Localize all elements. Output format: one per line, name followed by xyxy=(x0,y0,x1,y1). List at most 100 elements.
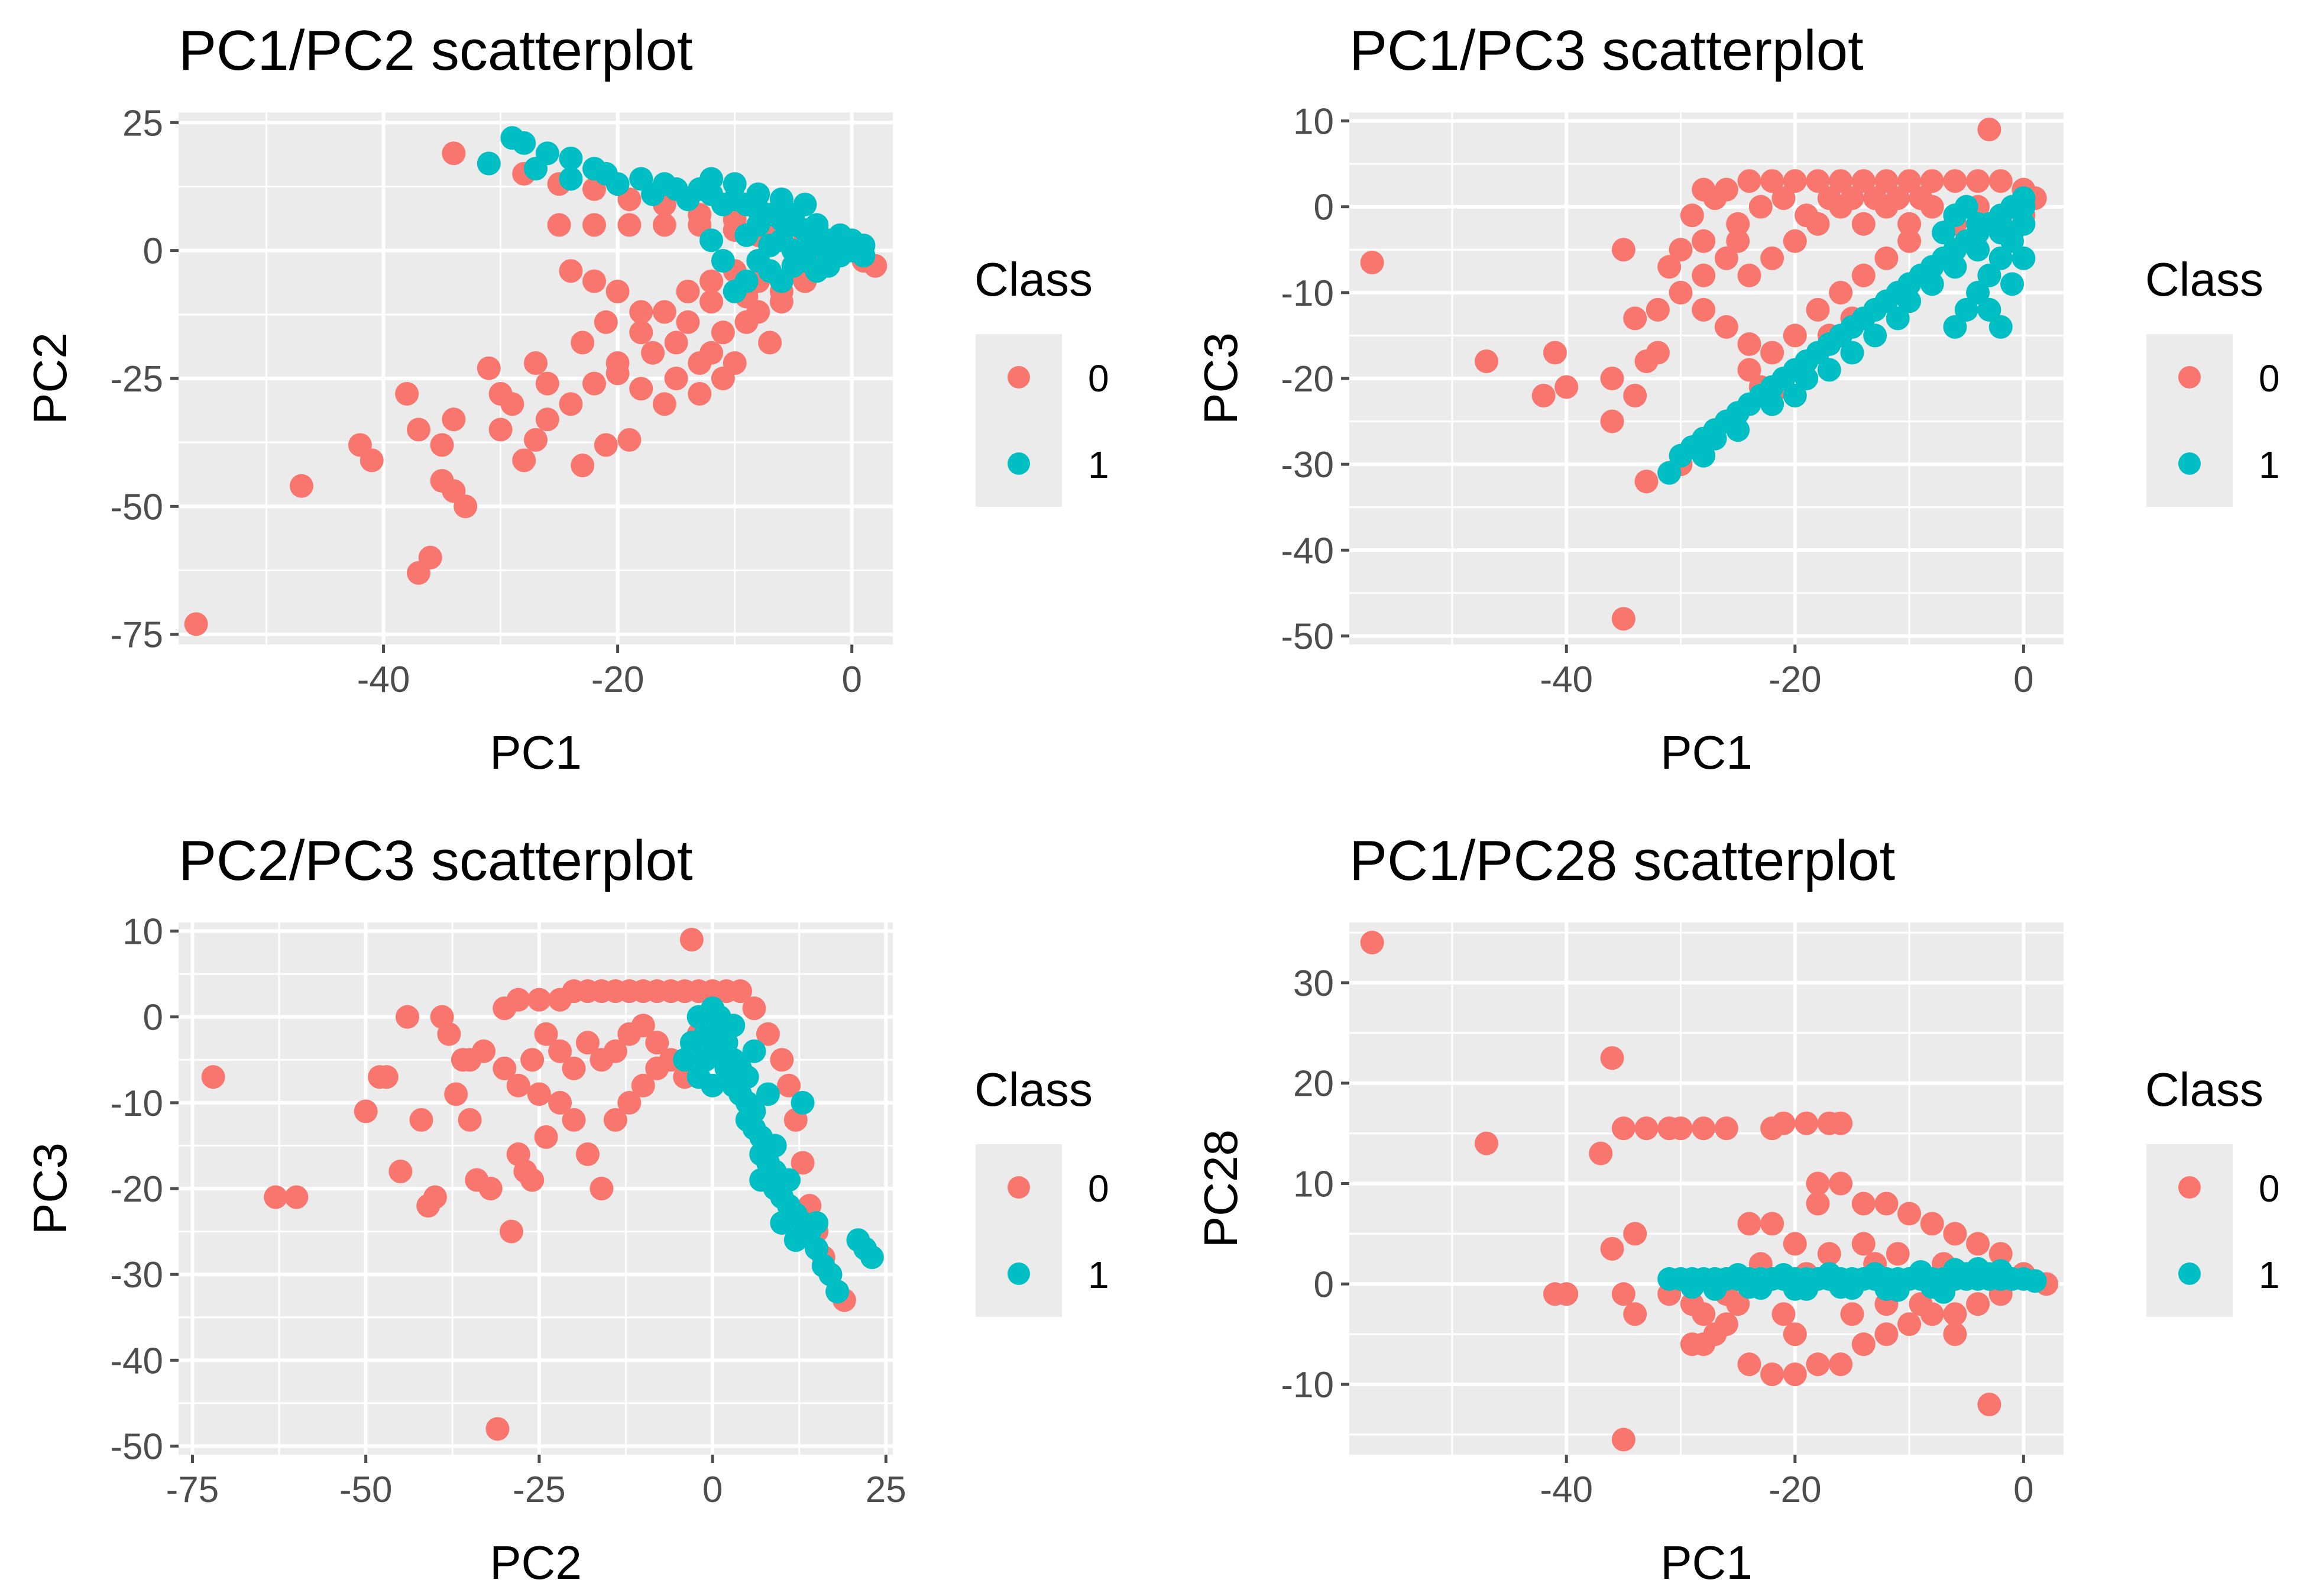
data-point-class-0 xyxy=(603,1108,627,1132)
data-point-class-1 xyxy=(1897,289,1922,313)
data-point-class-0 xyxy=(562,1056,586,1080)
legend: Class 0 1 xyxy=(974,1063,1109,1317)
data-point-class-0 xyxy=(1611,238,1635,262)
data-point-class-0 xyxy=(520,1168,545,1192)
data-point-class-1 xyxy=(1988,315,2013,339)
y-axis-ticks: -50 -40 -30 -20 -10 0 10 xyxy=(110,912,179,1467)
data-point-class-0 xyxy=(1897,229,1922,253)
data-point-class-0 xyxy=(1680,203,1704,228)
data-point-class-0 xyxy=(594,433,618,457)
data-point-class-1 xyxy=(1817,358,1841,382)
data-point-class-1 xyxy=(1932,221,1956,245)
x-axis-label: PC1 xyxy=(1660,1536,1753,1589)
legend: Class 0 1 xyxy=(2145,253,2280,507)
legend-key-1 xyxy=(1008,1262,1030,1285)
data-point-class-0 xyxy=(354,1099,378,1124)
data-point-class-0 xyxy=(652,300,676,324)
data-point-class-1 xyxy=(1932,1280,1956,1304)
data-point-class-1 xyxy=(1680,1275,1704,1299)
y-axis-ticks: -75 -50 -25 0 25 xyxy=(110,103,179,656)
x-tick-label: 25 xyxy=(866,1469,906,1510)
data-point-class-0 xyxy=(1886,1242,1910,1266)
data-point-class-1 xyxy=(1771,1263,1796,1287)
data-point-class-0 xyxy=(1669,280,1693,305)
data-point-class-1 xyxy=(711,248,735,273)
data-points xyxy=(1360,930,2059,1452)
y-axis-label: PC28 xyxy=(1194,1129,1247,1248)
data-point-class-0 xyxy=(534,1022,558,1046)
data-point-class-0 xyxy=(1554,375,1579,399)
data-point-class-0 xyxy=(1669,238,1693,262)
data-point-class-0 xyxy=(1851,1332,1876,1357)
legend-label-1: 1 xyxy=(1088,443,1109,486)
legend-title: Class xyxy=(2145,253,2263,306)
data-point-class-0 xyxy=(605,279,630,303)
x-tick-label: -50 xyxy=(339,1469,393,1510)
data-point-class-0 xyxy=(1623,1222,1647,1246)
data-point-class-1 xyxy=(763,1134,787,1158)
data-point-class-1 xyxy=(1795,1277,1819,1301)
x-tick-label: -40 xyxy=(1540,1469,1593,1510)
y-tick-label: 20 xyxy=(1293,1064,1334,1105)
data-point-class-0 xyxy=(1783,323,1807,348)
data-point-class-0 xyxy=(1806,169,1830,193)
data-point-class-1 xyxy=(1840,341,1864,365)
data-point-class-0 xyxy=(742,996,766,1021)
data-point-class-0 xyxy=(1966,169,1990,193)
data-point-class-1 xyxy=(605,172,630,196)
data-point-class-0 xyxy=(1726,1292,1750,1316)
data-point-class-1 xyxy=(723,279,747,303)
data-point-class-0 xyxy=(1771,186,1796,211)
data-point-class-1 xyxy=(1909,1260,1933,1284)
data-point-class-0 xyxy=(1714,246,1738,270)
data-point-class-1 xyxy=(721,1073,746,1098)
data-point-class-0 xyxy=(676,310,700,334)
data-point-class-0 xyxy=(1977,118,2001,142)
data-point-class-1 xyxy=(1954,297,1978,322)
data-point-class-0 xyxy=(1943,1302,1967,1326)
data-point-class-0 xyxy=(1897,212,1922,236)
data-point-class-0 xyxy=(1600,1046,1624,1070)
data-point-class-0 xyxy=(477,356,501,380)
data-point-class-0 xyxy=(582,269,607,293)
data-point-class-0 xyxy=(664,331,688,355)
data-point-class-0 xyxy=(594,310,618,334)
data-point-class-0 xyxy=(1531,384,1556,408)
data-point-class-1 xyxy=(1988,1259,2013,1283)
x-axis-ticks: -75 -50 -25 0 25 xyxy=(166,1455,906,1510)
data-point-class-0 xyxy=(1760,169,1784,193)
data-point-class-1 xyxy=(1748,1276,1773,1300)
data-point-class-1 xyxy=(1954,195,1978,219)
data-point-class-0 xyxy=(437,1022,461,1046)
data-point-class-0 xyxy=(1737,169,1761,193)
data-point-class-0 xyxy=(679,928,704,952)
y-tick-label: -30 xyxy=(1281,445,1334,485)
legend-label-0: 0 xyxy=(2259,357,2280,400)
data-point-class-1 xyxy=(860,1245,884,1270)
data-point-class-0 xyxy=(1474,349,1498,373)
data-point-class-0 xyxy=(629,377,653,401)
legend-label-0: 0 xyxy=(2259,1167,2280,1210)
data-point-class-0 xyxy=(1886,186,1910,211)
x-tick-label: 0 xyxy=(841,659,861,700)
data-point-class-0 xyxy=(1795,203,1819,228)
y-tick-label: 0 xyxy=(1314,1264,1334,1305)
chart-panel-pc1-pc3: PC1/PC3 scatterplot -40 -20 0 -50 -40 -30 -20… xyxy=(1194,19,2280,779)
legend-key-0 xyxy=(1008,366,1030,389)
data-point-class-1 xyxy=(742,1039,766,1063)
data-point-class-0 xyxy=(442,479,466,503)
data-point-class-1 xyxy=(793,192,817,216)
data-point-class-1 xyxy=(699,167,724,191)
data-point-class-1 xyxy=(756,1082,780,1106)
data-point-class-1 xyxy=(701,1073,725,1098)
data-point-class-1 xyxy=(1703,1277,1727,1301)
data-point-class-0 xyxy=(1897,1312,1922,1336)
data-point-class-0 xyxy=(770,1048,794,1072)
data-point-class-0 xyxy=(1874,246,1899,270)
data-point-class-1 xyxy=(746,182,770,206)
legend-label-0: 0 xyxy=(1088,357,1109,400)
data-point-class-1 xyxy=(1863,1262,1887,1286)
y-tick-label: 25 xyxy=(122,103,163,144)
x-axis-ticks: -40 -20 0 xyxy=(1540,645,2034,700)
data-point-class-1 xyxy=(1840,1276,1864,1300)
